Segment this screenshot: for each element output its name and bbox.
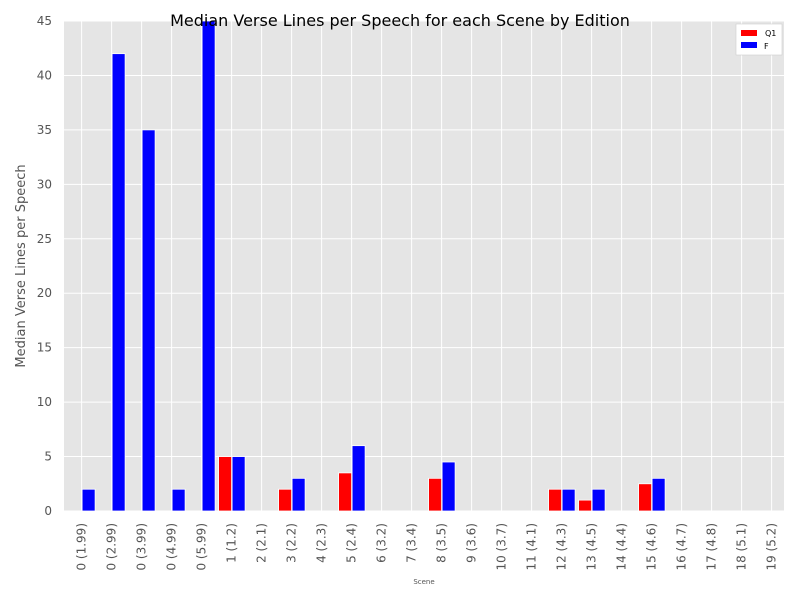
y-tick-label: 35 [37, 123, 52, 137]
x-tick-label: 7 (3.4) [405, 523, 419, 563]
x-tick-label: 12 (4.3) [555, 523, 569, 571]
bar-q1-17 [578, 499, 592, 512]
bar-f-9 [351, 445, 366, 512]
x-tick-label: 15 (4.6) [645, 523, 659, 571]
bar-f-1 [111, 53, 126, 512]
bar-q1-19 [638, 483, 652, 512]
bar-q1-9 [338, 472, 353, 512]
y-tick-label: 10 [37, 395, 52, 409]
bar-f-12 [441, 461, 456, 512]
x-tick-label: 4 (2.3) [315, 523, 329, 563]
x-tick-label: 0 (1.99) [75, 523, 89, 571]
y-tick-label: 30 [37, 177, 52, 191]
y-tick-label: 20 [37, 286, 52, 300]
bar-q1-5 [218, 456, 233, 512]
legend-swatch-f [741, 42, 757, 48]
x-axis: 0 (1.99) 0 (2.99) 0 (3.99) 0 (4.99) 0 (5.99)… [75, 523, 779, 571]
x-tick-label: 0 (5.99) [195, 523, 209, 571]
y-tick-label: 0 [44, 504, 52, 518]
bar-q1-12 [428, 477, 443, 512]
x-tick-label: 19 (5.2) [765, 523, 779, 571]
y-tick-label: 40 [37, 68, 52, 82]
x-tick-label: 2 (2.1) [255, 523, 269, 563]
legend-box [735, 23, 783, 56]
legend-swatch-q1 [741, 30, 757, 36]
y-tick-label: 5 [44, 450, 52, 464]
y-tick-label: 45 [37, 14, 52, 28]
y-tick-label: 15 [37, 341, 52, 355]
x-tick-label: 5 (2.4) [345, 523, 359, 563]
y-tick-label: 25 [37, 232, 52, 246]
x-tick-label: 10 (3.7) [495, 523, 509, 571]
bar-q1-7 [278, 488, 293, 512]
y-axis-label: Median Verse Lines per Speech [14, 164, 29, 367]
x-tick-label: 17 (4.8) [705, 523, 719, 571]
x-tick-label: 0 (4.99) [165, 523, 179, 571]
x-tick-label: 3 (2.2) [285, 523, 299, 563]
bar-f-7 [291, 477, 306, 512]
bar-f-0 [81, 488, 96, 512]
legend: Q1 F [735, 23, 783, 56]
x-tick-label: 14 (4.4) [615, 523, 629, 571]
x-tick-label: 1 (1.2) [225, 523, 239, 563]
chart-title: Median Verse Lines per Speech for each S… [170, 11, 630, 30]
x-tick-label: 6 (3.2) [375, 523, 389, 563]
grid [64, 20, 784, 512]
x-tick-label: 8 (3.5) [435, 523, 449, 563]
x-tick-label: 0 (2.99) [105, 523, 119, 571]
bar-f-16 [561, 488, 576, 512]
plot-background [64, 21, 784, 511]
bar-f-3 [171, 488, 186, 512]
x-axis-label: Scene [413, 578, 434, 586]
bar-f-19 [651, 477, 666, 512]
bar-f-2 [141, 129, 156, 512]
bar-f-17 [591, 488, 606, 512]
bar-f-5 [231, 456, 246, 512]
y-axis: 0 5 10 15 20 25 30 35 40 45 [37, 14, 52, 518]
bars [81, 20, 666, 512]
legend-label-q1: Q1 [765, 29, 776, 38]
legend-label-f: F [764, 42, 769, 51]
x-tick-label: 11 (4.1) [525, 523, 539, 571]
x-tick-label: 13 (4.5) [585, 523, 599, 571]
x-tick-label: 9 (3.6) [465, 523, 479, 563]
x-tick-label: 18 (5.1) [735, 523, 749, 571]
x-tick-label: 16 (4.7) [675, 523, 689, 571]
bar-f-4 [201, 20, 216, 512]
x-tick-label: 0 (3.99) [135, 523, 149, 571]
bar-q1-16 [548, 488, 562, 512]
